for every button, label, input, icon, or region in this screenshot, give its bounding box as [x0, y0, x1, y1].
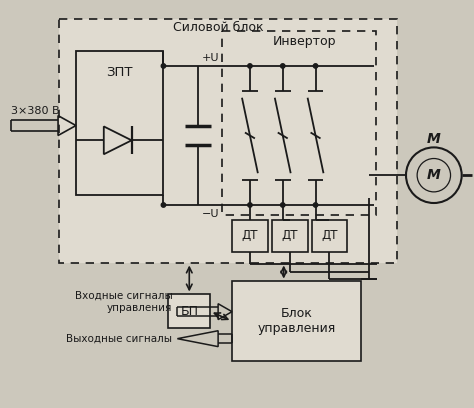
Bar: [76, 51, 164, 195]
Text: Входные сигналы
управления: Входные сигналы управления: [74, 291, 173, 313]
Text: ДТ: ДТ: [282, 229, 298, 242]
Circle shape: [248, 203, 252, 207]
Text: Силовой блок: Силовой блок: [173, 21, 264, 34]
Text: М: М: [427, 133, 441, 146]
Text: ДТ: ДТ: [321, 229, 337, 242]
Text: М: М: [427, 168, 441, 182]
Circle shape: [248, 64, 252, 68]
Circle shape: [161, 64, 165, 68]
Bar: [311, 220, 347, 252]
Text: Инвертор: Инвертор: [273, 35, 336, 48]
Circle shape: [313, 203, 318, 207]
Text: +U: +U: [201, 53, 219, 63]
Circle shape: [281, 64, 285, 68]
Text: −U: −U: [201, 209, 219, 219]
Bar: [272, 220, 308, 252]
Text: ДТ: ДТ: [242, 229, 258, 242]
Circle shape: [281, 203, 285, 207]
Bar: [232, 282, 361, 361]
Text: Блок
управления: Блок управления: [257, 307, 336, 335]
Circle shape: [161, 203, 165, 207]
Text: БП: БП: [180, 305, 198, 318]
Bar: [168, 295, 210, 328]
Text: Выходные сигналы: Выходные сигналы: [66, 334, 173, 344]
Text: 3×380 В: 3×380 В: [11, 106, 60, 115]
Bar: [232, 220, 268, 252]
Text: ЗПТ: ЗПТ: [107, 67, 133, 80]
Bar: [59, 19, 397, 263]
Bar: [222, 31, 376, 215]
Circle shape: [313, 64, 318, 68]
